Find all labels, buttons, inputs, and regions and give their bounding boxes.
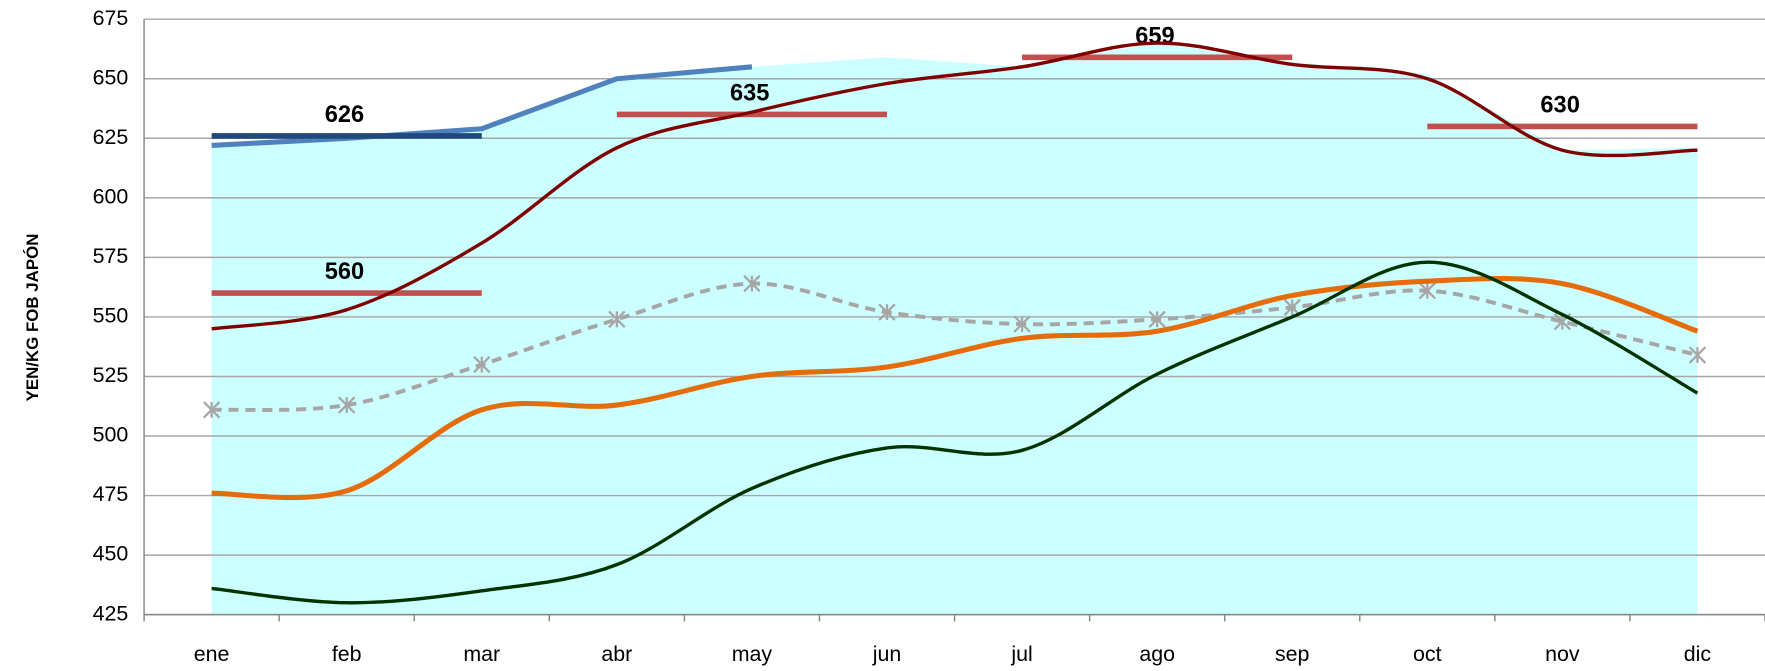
y-axis-label: YEN/KG FOB JAPÓN	[23, 234, 42, 402]
y-tick-label: 550	[93, 304, 129, 328]
data-label: 626	[325, 102, 364, 128]
data-label: 635	[730, 80, 769, 106]
data-label: 560	[325, 259, 364, 285]
x-tick-label: may	[732, 642, 773, 666]
data-label: 630	[1540, 92, 1579, 118]
area	[211, 43, 1698, 615]
x-tick-label: oct	[1413, 642, 1442, 666]
line	[211, 41, 1698, 331]
marker	[1148, 310, 1166, 328]
x-tick-label: feb	[332, 642, 362, 666]
y-tick-label: 525	[93, 363, 129, 387]
marker	[473, 355, 491, 374]
area-layer	[211, 43, 1698, 615]
y-tick-label: 600	[93, 184, 129, 208]
marker	[1688, 346, 1707, 364]
y-tick-label: 475	[93, 482, 129, 506]
y-tick-label: 575	[93, 244, 129, 268]
x-tick-label: mar	[463, 642, 500, 666]
x-tick-label: jun	[872, 642, 902, 666]
line	[211, 281, 1698, 412]
y-tick-label: 425	[93, 601, 129, 625]
x-tick-label: ene	[194, 642, 230, 666]
grid-layer	[143, 18, 1765, 622]
x-tick-label: jul	[1010, 642, 1032, 666]
y-tick-label: 650	[93, 65, 129, 89]
marker	[1013, 315, 1031, 333]
x-tick-label: nov	[1545, 642, 1580, 666]
x-tick-label: dic	[1684, 642, 1712, 666]
line	[211, 275, 1699, 501]
marker	[1283, 298, 1301, 317]
x-tick-label: sep	[1275, 642, 1309, 666]
marker	[743, 274, 761, 293]
marker	[608, 310, 626, 328]
marker	[1418, 282, 1436, 300]
marker	[878, 303, 896, 321]
line	[211, 64, 753, 148]
line	[211, 260, 1699, 605]
y-tick-label: 500	[93, 423, 129, 447]
x-tick-label: ago	[1139, 642, 1175, 666]
marker	[202, 401, 221, 419]
marker	[338, 396, 356, 414]
y-tick-label: 450	[93, 542, 129, 566]
y-tick-label: 625	[93, 125, 129, 149]
y-tick-label: 675	[93, 6, 129, 30]
x-tick-label: abr	[601, 642, 632, 666]
